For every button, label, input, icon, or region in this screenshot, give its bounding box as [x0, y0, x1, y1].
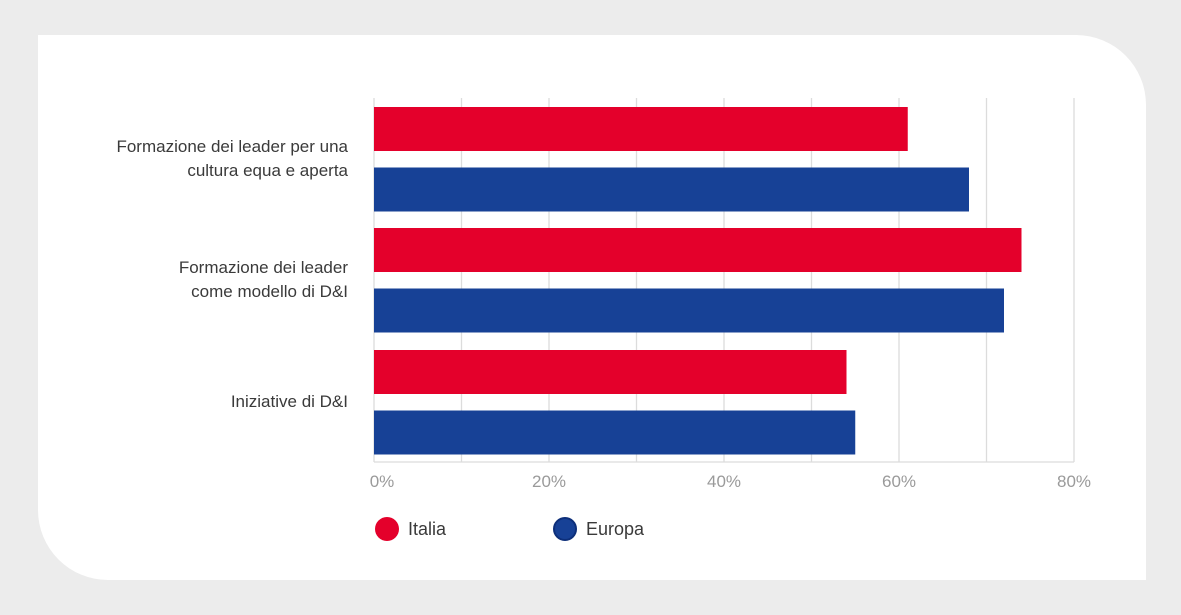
x-tick-label: 0% — [370, 472, 395, 491]
x-tick-label: 80% — [1057, 472, 1091, 491]
category-label: Formazione dei leader come modello di D&… — [178, 258, 348, 302]
bar-europa-0 — [374, 167, 969, 212]
category-label: Formazione dei leader per una cultura eq… — [116, 137, 348, 181]
x-tick-label: 20% — [532, 472, 566, 491]
legend-europa-swatch — [553, 517, 577, 541]
legend-italia-swatch — [375, 517, 399, 541]
x-tick-label: 40% — [707, 472, 741, 491]
x-tick-label: 60% — [882, 472, 916, 491]
bar-europa-1 — [374, 288, 1004, 333]
bar-italia-0 — [374, 107, 908, 151]
bar-italia-1 — [374, 228, 1022, 272]
legend-italia-label: Italia — [408, 518, 447, 539]
legend-item-italia: Italia — [375, 517, 446, 541]
legend-item-europa: Europa — [553, 517, 644, 541]
bar-europa-2 — [374, 410, 856, 455]
category-label: Iniziative di D&I — [230, 392, 348, 412]
bar-italia-2 — [374, 350, 847, 394]
legend-europa-label: Europa — [586, 518, 645, 539]
